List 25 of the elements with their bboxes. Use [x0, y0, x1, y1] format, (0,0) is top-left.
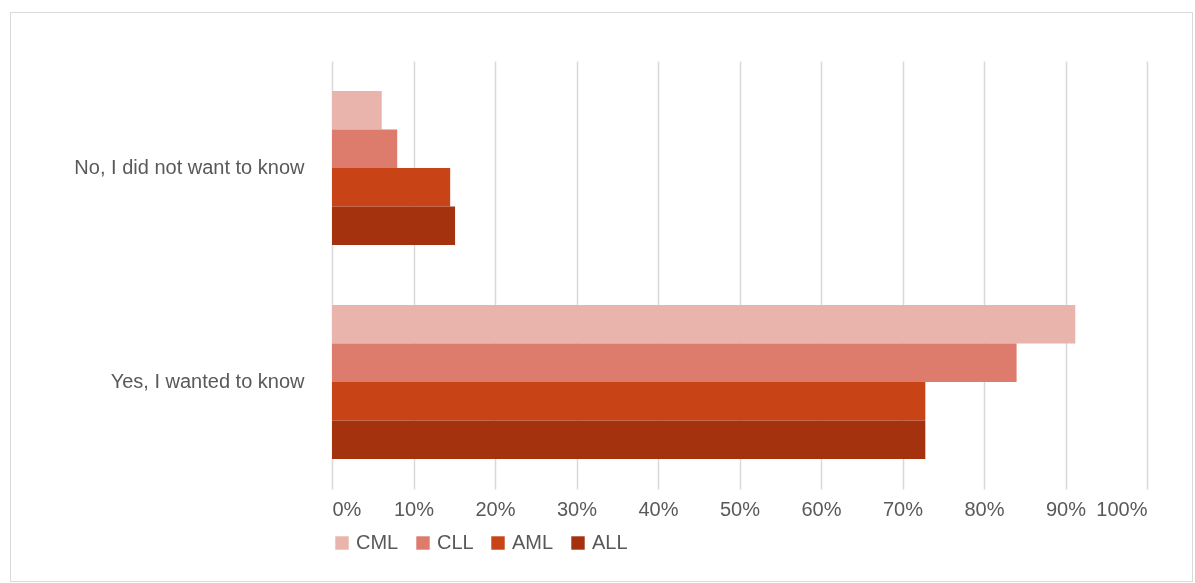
y-tick-label: Yes, I wanted to know: [110, 370, 306, 392]
bar: [332, 90, 382, 130]
bar: [332, 382, 926, 421]
x-tick-label: 10%: [393, 497, 435, 520]
x-tick-label: 40%: [638, 497, 679, 520]
legend-label: ALL: [592, 531, 628, 553]
bar: [332, 343, 1017, 382]
y-tick-label: No, I did not want to know: [74, 156, 306, 178]
bar: [332, 304, 1076, 344]
x-tick-label: 60%: [801, 497, 842, 520]
x-tick-label: 100%: [1096, 497, 1148, 520]
legend-label: CML: [356, 531, 399, 553]
bar: [332, 206, 456, 246]
legend-label: CLL: [437, 531, 474, 553]
x-tick-label: 90%: [1045, 497, 1087, 520]
x-tick-label: 30%: [556, 497, 598, 520]
x-tick-label: 50%: [719, 497, 761, 520]
x-tick-label: 80%: [964, 497, 1005, 520]
x-tick-label: 70%: [882, 497, 924, 520]
bar: [332, 129, 398, 168]
bar: [332, 168, 451, 207]
x-tick-label: 0%: [332, 497, 362, 520]
bar: [332, 420, 926, 460]
x-tick-label: 20%: [475, 497, 516, 520]
legend-label: AML: [512, 531, 554, 553]
